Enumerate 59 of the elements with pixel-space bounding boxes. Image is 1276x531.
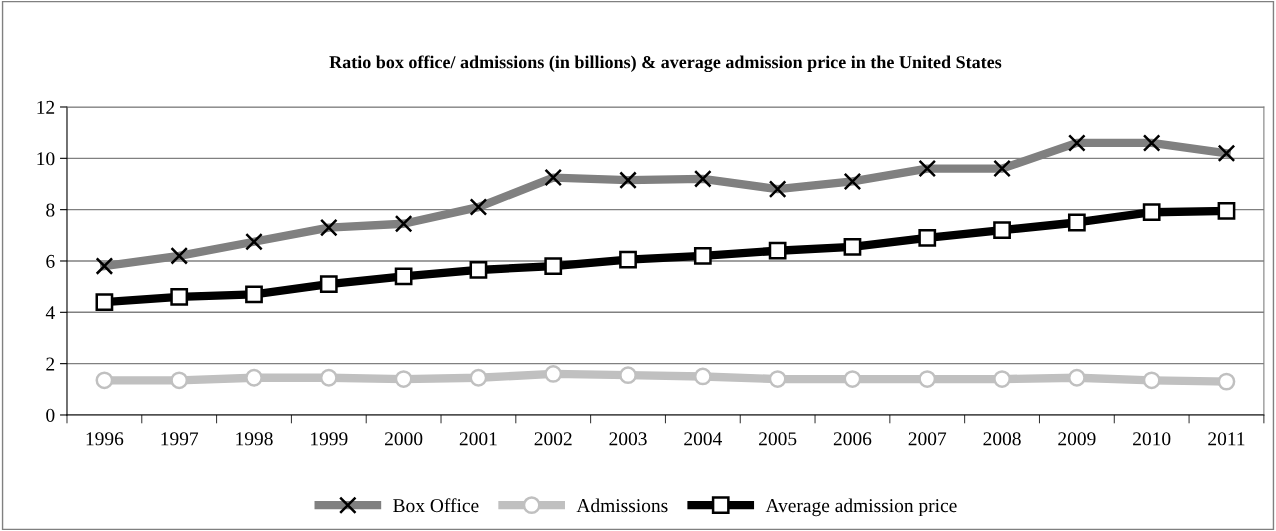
point <box>245 285 263 304</box>
x-tick-label: 2010 <box>1133 432 1171 446</box>
y-tick-label: 4 <box>45 306 55 320</box>
point <box>768 241 787 260</box>
legend-label: Average admission price <box>765 498 957 517</box>
point <box>1067 213 1086 232</box>
x-tick-label: 2003 <box>609 432 647 446</box>
point <box>1142 371 1161 390</box>
x-tick-label: 2002 <box>534 432 572 446</box>
point <box>245 368 263 387</box>
x-tick-label: 1997 <box>161 432 199 446</box>
y-tick-label: 10 <box>37 152 55 166</box>
x-tick-label: 2009 <box>1058 432 1096 446</box>
point <box>768 370 787 388</box>
x-tick-label: 1996 <box>86 432 124 446</box>
point <box>170 371 189 390</box>
point <box>918 370 937 388</box>
x-tick-label: 2004 <box>684 432 722 446</box>
x-tick-label: 2006 <box>833 432 872 446</box>
point <box>319 368 338 387</box>
point <box>918 229 937 247</box>
y-tick-label: 2 <box>46 357 55 371</box>
point <box>619 366 637 385</box>
x-tick-label: 2005 <box>759 432 797 446</box>
chart-title: Ratio box office/ admissions (in billions) & average admission price in the United States <box>329 55 1002 73</box>
point <box>993 370 1011 388</box>
point <box>693 367 712 386</box>
y-tick-label: 0 <box>46 408 55 422</box>
x-tick-label: 2001 <box>459 432 497 446</box>
point <box>993 221 1011 240</box>
x-tick-label: 1999 <box>311 432 348 446</box>
x-tick-label: 2007 <box>908 432 947 446</box>
x-tick-label: 2000 <box>385 432 423 446</box>
point <box>693 246 712 265</box>
y-tick-label: 8 <box>46 203 55 217</box>
x-tick-label: 2008 <box>983 432 1021 446</box>
point <box>1067 368 1086 387</box>
point <box>1142 203 1161 222</box>
point <box>843 237 862 256</box>
point <box>469 368 488 387</box>
point <box>843 370 862 388</box>
legend-label: Box Office <box>393 498 479 513</box>
y-tick-label: 12 <box>37 100 55 114</box>
point <box>319 275 338 293</box>
point <box>394 370 413 388</box>
x-tick-label: 1998 <box>236 432 273 446</box>
point <box>95 293 114 311</box>
point <box>394 267 413 286</box>
point <box>544 365 563 383</box>
point <box>1217 372 1236 391</box>
y-tick-label: 6 <box>46 254 55 268</box>
point <box>170 288 189 306</box>
point <box>619 250 637 269</box>
point <box>95 371 114 390</box>
point <box>469 261 488 279</box>
x-tick-label: 2011 <box>1208 432 1245 446</box>
legend-label: Admissions <box>576 498 668 513</box>
point <box>544 257 563 276</box>
point <box>1217 202 1236 220</box>
